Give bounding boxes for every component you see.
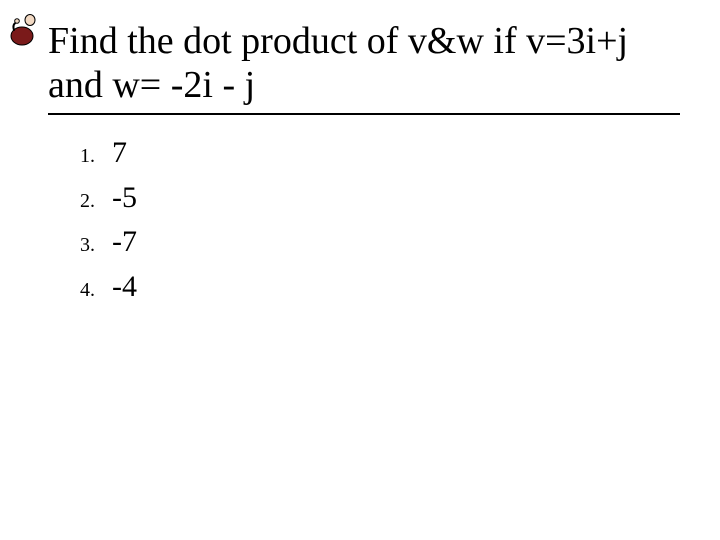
- answer-text: -7: [112, 225, 137, 258]
- list-item: 7: [100, 133, 680, 174]
- title-line-2: and w= -2i - j: [48, 64, 255, 106]
- question-title: Find the dot product of v&w if v=3i+j an…: [48, 20, 680, 115]
- list-item: -5: [100, 178, 680, 219]
- list-item: -7: [100, 222, 680, 263]
- title-line-1: Find the dot product of v&w if v=3i+j: [48, 20, 628, 62]
- answer-text: -5: [112, 181, 137, 214]
- answer-list: 7 -5 -7 -4: [42, 133, 680, 307]
- slide: Find the dot product of v&w if v=3i+j an…: [0, 0, 720, 540]
- answer-text: -4: [112, 270, 137, 303]
- person-icon: [10, 14, 38, 51]
- answer-text: 7: [112, 136, 127, 169]
- list-item: -4: [100, 267, 680, 308]
